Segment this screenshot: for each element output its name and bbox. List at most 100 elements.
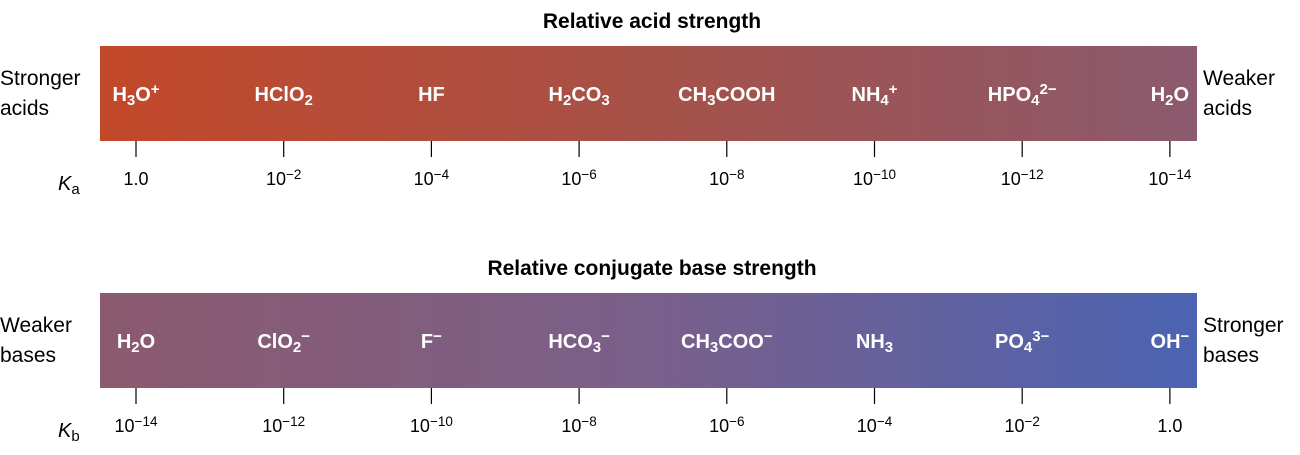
text-segment: ClO [257,331,293,353]
tick-label: 10−8 [561,414,596,436]
species-label: H2CO3 [549,84,610,109]
text-segment: −8 [581,414,596,429]
text-segment: 10 [1001,169,1021,189]
species-label: H2O [1151,84,1189,109]
text-segment: −4 [434,167,450,182]
text-segment: CH [681,331,710,353]
text-segment: K [58,420,73,442]
text-segment: − [301,328,310,345]
text-segment: − [1181,328,1190,345]
text-segment: 2 [1165,92,1173,109]
tick-label: 1.0 [1157,416,1182,436]
text-segment: −2 [1025,414,1040,429]
text-segment: − [764,328,773,345]
tick-label: 10−12 [1001,167,1044,189]
text-segment: O [135,84,151,106]
text-segment: 10 [857,416,877,436]
text-segment: OH [1151,331,1181,353]
text-segment: −2 [286,167,301,182]
text-segment: K [58,173,73,195]
tick-label: 10−10 [410,414,453,436]
right-label: Weaker [1203,67,1275,90]
text-segment: −10 [430,414,453,429]
text-segment: COO [718,331,764,353]
text-segment: − [601,328,610,345]
text-segment: 3− [1032,328,1049,345]
text-segment: 10 [266,169,286,189]
tick-label: 1.0 [123,169,148,189]
text-segment: 1.0 [1157,416,1182,436]
text-segment: HF [418,84,445,106]
species-label: CH3COO− [681,328,773,356]
text-segment: 2− [1039,81,1056,98]
text-segment: O [1174,84,1190,106]
text-segment: H [549,84,563,106]
text-segment: H [112,84,126,106]
left-label: Weaker [0,314,72,337]
text-segment: 10 [853,169,873,189]
panel-title: Relative conjugate base strength [487,257,816,280]
text-segment: HCO [548,331,592,353]
text-segment: HClO [255,84,305,106]
species-label: ClO2− [257,328,310,356]
gradient-bar [100,293,1197,388]
tick-label: 10−4 [857,414,893,436]
text-segment: −12 [1021,167,1044,182]
text-segment: HPO [988,84,1031,106]
text-segment: 3 [127,92,135,109]
tick-label: 10−4 [414,167,450,189]
tick-label: 10−6 [709,414,744,436]
gradient-bar [100,46,1197,141]
text-segment: −12 [282,414,305,429]
tick-label: 10−14 [1148,167,1191,189]
text-segment: −14 [135,414,158,429]
text-segment: a [71,181,80,198]
text-segment: 3 [885,339,893,356]
text-segment: 2 [131,339,139,356]
species-label: H3O+ [112,81,159,109]
species-label: H2O [117,331,155,356]
text-segment: CO [571,84,601,106]
text-segment: H [1151,84,1165,106]
text-segment: + [889,81,898,98]
tick-label: 10−2 [1004,414,1039,436]
text-segment: PO [995,331,1024,353]
tick-label: 10−6 [561,167,596,189]
text-segment: 10 [1148,169,1168,189]
tick-label: 10−10 [853,167,896,189]
text-segment: NH [852,84,881,106]
species-label: CH3COOH [678,84,775,109]
text-segment: 10 [709,169,729,189]
text-segment: 10 [262,416,282,436]
text-segment: 4 [880,92,889,109]
text-segment: −6 [729,414,744,429]
species-label: NH4+ [852,81,898,109]
tick-label: 10−2 [266,167,301,189]
tick-label: 10−8 [709,167,744,189]
text-segment: −14 [1168,167,1191,182]
text-segment: −4 [877,414,893,429]
text-segment: 10 [709,416,729,436]
right-label: acids [1203,97,1252,120]
species-label: PO43− [995,328,1050,356]
text-segment: 3 [593,339,601,356]
text-segment: H [117,331,131,353]
species-label: HF [418,84,445,106]
right-label: Stronger [1203,314,1284,337]
species-label: OH− [1151,328,1190,353]
species-label: F− [421,328,442,353]
species-label: NH3 [856,331,893,356]
text-segment: 3 [601,92,609,109]
constant-label: Ka [58,173,80,198]
text-segment: 10 [561,416,581,436]
text-segment: COOH [715,84,775,106]
text-segment: b [71,428,79,445]
strength-panel: Relative conjugate base strength Weaker ba… [0,257,1284,445]
text-segment: − [433,328,442,345]
text-segment: 2 [563,92,571,109]
text-segment: 2 [305,92,313,109]
left-label: Stronger [0,67,81,90]
constant-label: Kb [58,420,80,445]
text-segment: 4 [1024,339,1033,356]
